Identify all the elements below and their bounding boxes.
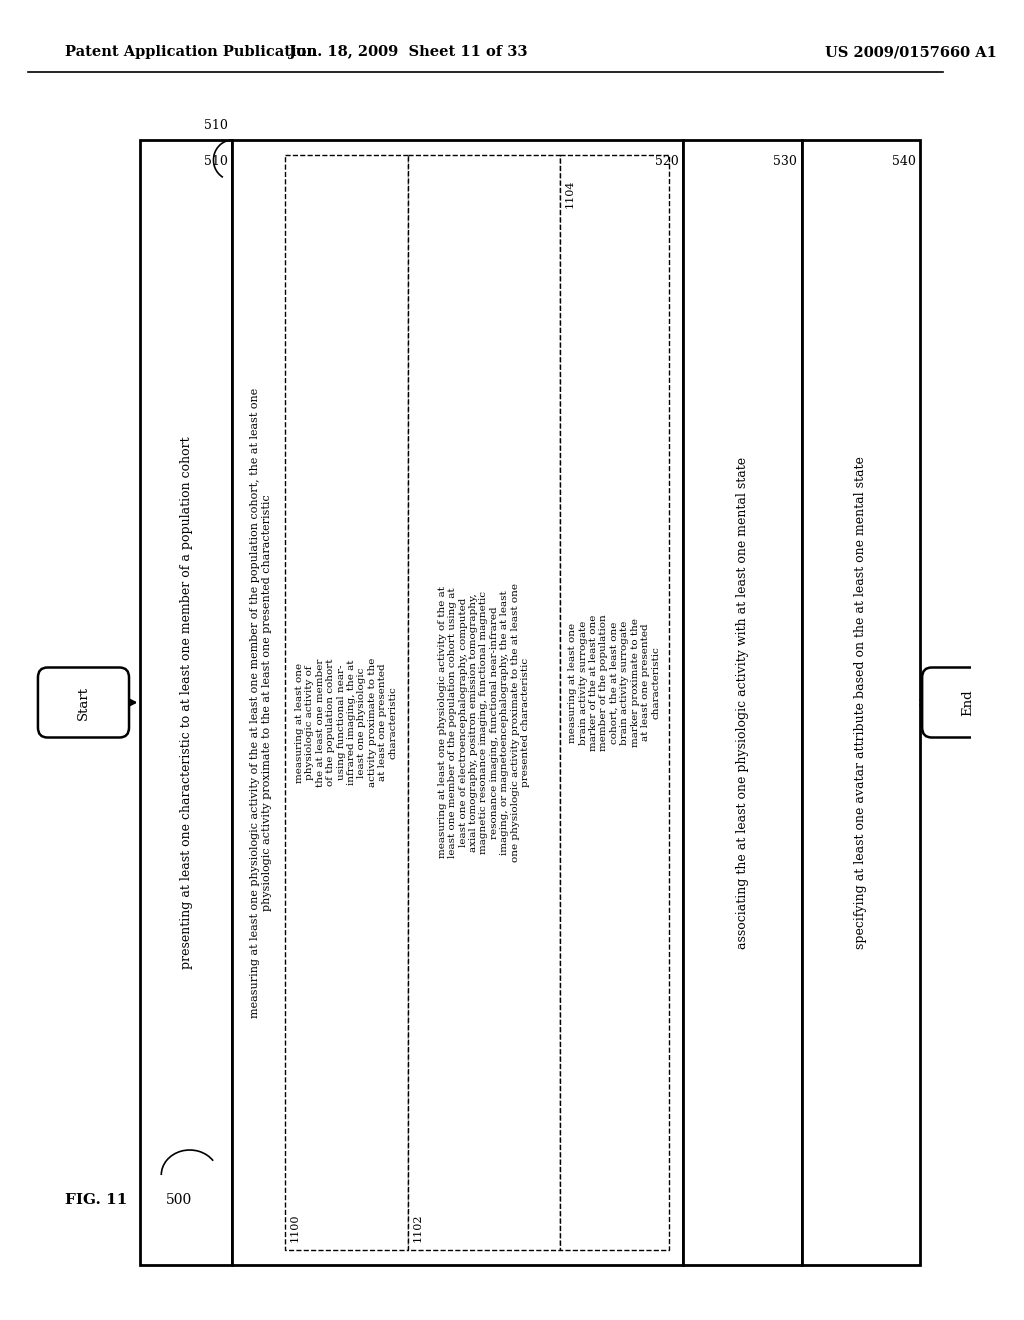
FancyBboxPatch shape: [38, 668, 129, 738]
Text: 540: 540: [892, 154, 915, 168]
Text: associating the at least one physiologic activity with at least one mental state: associating the at least one physiologic…: [736, 457, 749, 949]
Bar: [285, 154, 408, 1250]
Text: presenting at least one characteristic to at least one member of a population co: presenting at least one characteristic t…: [180, 436, 193, 969]
Text: 510: 510: [204, 119, 227, 132]
Bar: [408, 154, 560, 1250]
Bar: [560, 154, 669, 1250]
Text: End: End: [962, 689, 974, 715]
Bar: [802, 140, 921, 1265]
Text: measuring at least one
physiologic activity of
the at least one member
of the po: measuring at least one physiologic activ…: [295, 657, 397, 787]
Text: 500: 500: [166, 1193, 193, 1206]
Text: 530: 530: [773, 154, 797, 168]
Text: measuring at least one physiologic activity of the at
least one member of the po: measuring at least one physiologic activ…: [437, 583, 530, 862]
Bar: [140, 140, 232, 1265]
Text: 1102: 1102: [413, 1213, 423, 1242]
Text: 1100: 1100: [290, 1213, 299, 1242]
Text: Patent Application Publication: Patent Application Publication: [65, 45, 316, 59]
Text: measuring at least one
brain activity surrogate
marker of the at least one
membe: measuring at least one brain activity su…: [568, 614, 660, 751]
Text: measuring at least one physiologic activity of the at least one member of the po: measuring at least one physiologic activ…: [250, 387, 271, 1018]
Text: 520: 520: [654, 154, 678, 168]
FancyBboxPatch shape: [923, 668, 1013, 738]
Text: FIG. 11: FIG. 11: [65, 1193, 127, 1206]
Bar: [683, 140, 802, 1265]
Text: US 2009/0157660 A1: US 2009/0157660 A1: [825, 45, 997, 59]
Bar: [232, 140, 683, 1265]
Text: 1104: 1104: [564, 180, 574, 209]
Text: 510: 510: [204, 154, 227, 168]
Text: specifying at least one avatar attribute based on the at least one mental state: specifying at least one avatar attribute…: [854, 457, 867, 949]
Text: Jun. 18, 2009  Sheet 11 of 33: Jun. 18, 2009 Sheet 11 of 33: [289, 45, 527, 59]
Text: Start: Start: [77, 685, 90, 719]
